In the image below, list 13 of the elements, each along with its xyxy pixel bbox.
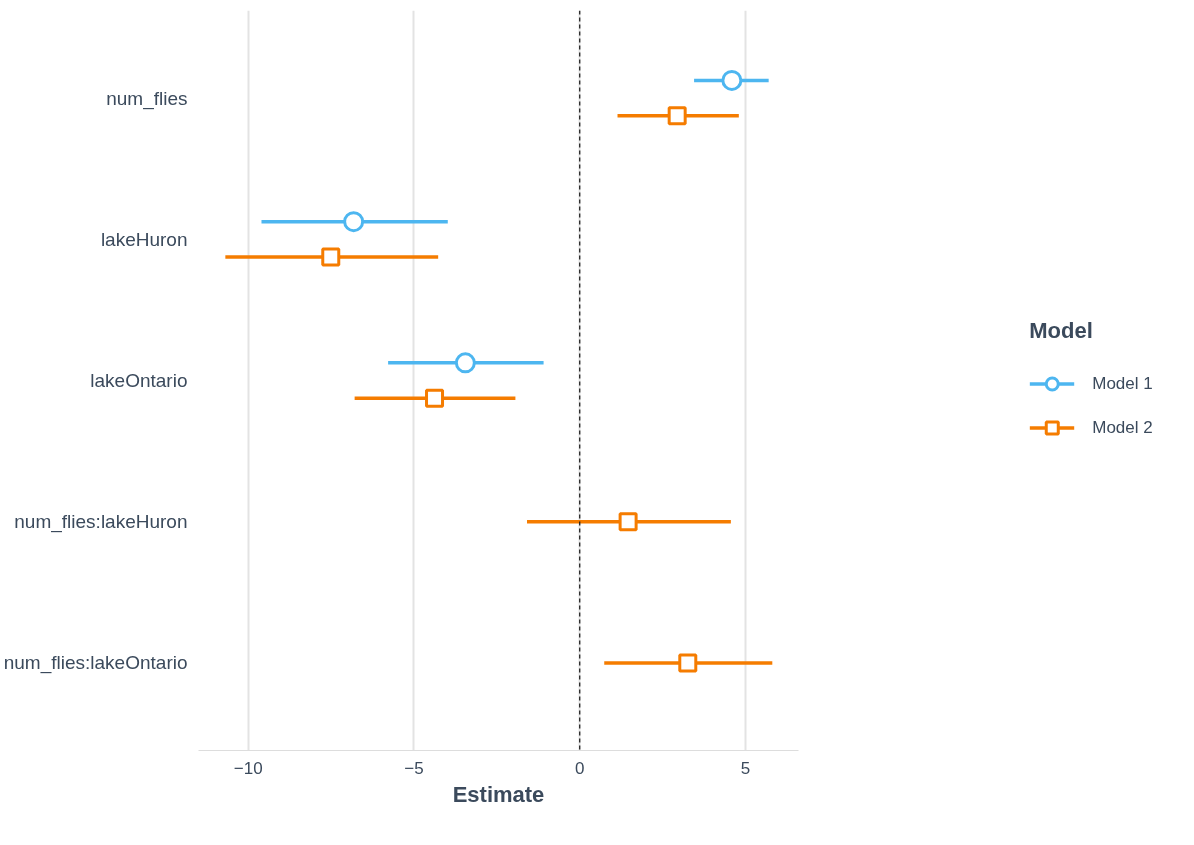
x-tick-label: −5 bbox=[404, 758, 424, 778]
x-axis-title: Estimate bbox=[452, 781, 545, 807]
x-tick-label: 0 bbox=[574, 758, 585, 778]
y-tick-label: lakeHuron bbox=[100, 228, 188, 250]
y-tick-label: num_flies bbox=[106, 87, 188, 110]
x-tick-label: 5 bbox=[740, 758, 751, 778]
legend-label: Model 2 bbox=[1092, 417, 1153, 438]
legend-label: Model 1 bbox=[1092, 373, 1153, 394]
legend-title: Model bbox=[1029, 317, 1094, 344]
y-tick-label: lakeOntario bbox=[90, 370, 188, 391]
y-tick-label: num_flies:lakeOntario bbox=[3, 652, 188, 675]
x-tick-label: −10 bbox=[233, 758, 263, 778]
y-tick-label: num_flies:lakeHuron bbox=[14, 511, 188, 534]
